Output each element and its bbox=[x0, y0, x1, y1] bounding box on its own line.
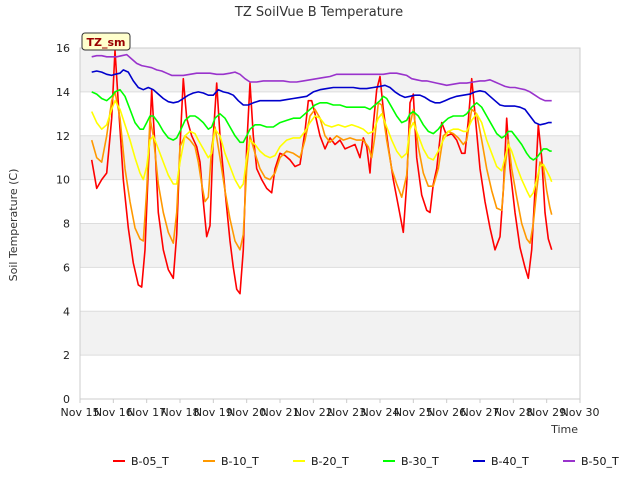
x-tick-label: Nov 30 bbox=[561, 406, 600, 419]
x-tick-label: Nov 22 bbox=[294, 406, 333, 419]
x-tick-label: Nov 17 bbox=[127, 406, 166, 419]
x-tick-label: Nov 27 bbox=[461, 406, 500, 419]
plot-band bbox=[80, 48, 580, 92]
x-tick-label: Nov 21 bbox=[261, 406, 300, 419]
site-badge: TZ_sm bbox=[81, 32, 131, 51]
plot-frame bbox=[79, 47, 581, 400]
y-tick-label: 14 bbox=[56, 86, 70, 99]
series-line-b-10-t bbox=[90, 91, 553, 251]
y-tick-label: 2 bbox=[63, 349, 70, 362]
series-layer bbox=[90, 49, 553, 295]
y-axis-label: Soil Temperature (C) bbox=[7, 169, 20, 282]
x-axis-label: Time bbox=[550, 423, 578, 436]
y-tick-label: 8 bbox=[63, 218, 70, 231]
legend-label: B-50_T bbox=[581, 455, 619, 468]
y-tick-label: 0 bbox=[63, 393, 70, 406]
plot-band bbox=[80, 311, 580, 356]
x-tick-label: Nov 15 bbox=[61, 406, 100, 419]
x-tick-label: Nov 20 bbox=[227, 406, 266, 419]
legend-label: B-05_T bbox=[131, 455, 169, 468]
x-tick-label: Nov 24 bbox=[361, 406, 400, 419]
plot-band bbox=[80, 91, 580, 136]
plot-band bbox=[80, 179, 580, 224]
x-tick-label: Nov 25 bbox=[394, 406, 433, 419]
site-badge-box bbox=[81, 32, 131, 51]
series-line-b-20-t bbox=[90, 99, 553, 198]
series-line-b-05-t bbox=[90, 49, 553, 295]
x-tick-label: Nov 28 bbox=[494, 406, 533, 419]
plot-band bbox=[80, 223, 580, 268]
legend-label: B-30_T bbox=[401, 455, 439, 468]
x-tick-label: Nov 26 bbox=[427, 406, 466, 419]
x-tick-label: Nov 16 bbox=[94, 406, 133, 419]
series-line-b-50-t bbox=[91, 53, 552, 102]
series-line-b-30-t bbox=[91, 88, 552, 161]
y-tick-label: 6 bbox=[63, 261, 70, 274]
series-line-b-40-t bbox=[91, 69, 552, 126]
legend: B-05_T B-10_T B-20_T B-30_T B-40_T B-50_T bbox=[113, 455, 619, 468]
plot-band bbox=[80, 355, 580, 399]
x-tick-label: Nov 18 bbox=[161, 406, 200, 419]
legend-label: B-10_T bbox=[221, 455, 259, 468]
legend-label: B-20_T bbox=[311, 455, 349, 468]
chart-title: TZ SoilVue B Temperature bbox=[234, 5, 403, 20]
x-tick-label: Nov 29 bbox=[527, 406, 566, 419]
y-tick-label: 16 bbox=[56, 42, 70, 55]
y-tick-label: 4 bbox=[63, 305, 70, 318]
y-axis-ticks: 0 2 4 6 8 10 12 14 16 bbox=[56, 42, 70, 406]
x-tick-label: Nov 19 bbox=[194, 406, 233, 419]
site-badge-label: TZ_sm bbox=[87, 36, 126, 49]
legend-label: B-40_T bbox=[491, 455, 529, 468]
plot-band bbox=[80, 267, 580, 312]
plot-background bbox=[80, 48, 580, 399]
x-tick-label: Nov 23 bbox=[327, 406, 366, 419]
y-tick-label: 10 bbox=[56, 174, 70, 187]
y-tick-label: 12 bbox=[56, 130, 70, 143]
